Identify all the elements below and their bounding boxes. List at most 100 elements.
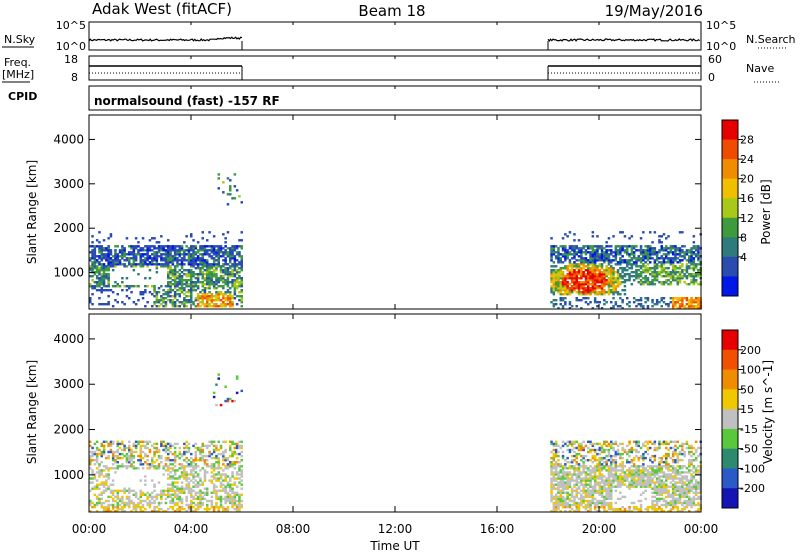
velocity-cell	[683, 489, 686, 492]
power-cell	[208, 269, 211, 272]
power-cell	[217, 253, 220, 256]
power-cell	[596, 257, 599, 260]
velocity-cell	[637, 467, 640, 470]
power-cell	[169, 277, 172, 280]
power-cell	[610, 281, 613, 284]
velocity-cell	[233, 442, 237, 446]
power-cell	[644, 255, 647, 258]
velocity-cell	[632, 459, 636, 462]
velocity-cell	[577, 497, 581, 501]
power-cell	[176, 259, 179, 262]
velocity-cell	[671, 477, 675, 480]
power-cell	[568, 231, 572, 234]
power-cell	[157, 241, 161, 244]
power-cell	[692, 269, 696, 272]
power-cell	[575, 247, 578, 250]
velocity-cell	[630, 446, 634, 450]
velocity-cell	[167, 487, 170, 490]
power-cell	[128, 297, 131, 300]
power-cell	[153, 301, 156, 304]
power-cell	[692, 299, 696, 302]
velocity-cell	[89, 499, 92, 503]
velocity-cell	[603, 483, 606, 486]
power-cell	[114, 265, 117, 268]
power-cell	[552, 249, 556, 252]
power-cell	[570, 287, 574, 290]
velocity-cell	[229, 444, 232, 448]
velocity-cell	[671, 507, 675, 511]
velocity-cell	[153, 507, 156, 511]
velocity-cell	[669, 477, 673, 480]
velocity-cell	[632, 485, 636, 488]
power-cell	[635, 263, 638, 266]
velocity-cell	[153, 465, 156, 468]
velocity-cell	[183, 489, 186, 492]
velocity-cell	[196, 505, 200, 509]
power-cell	[238, 281, 241, 284]
power-cell	[118, 261, 122, 264]
power-cell	[564, 245, 567, 248]
power-cell	[180, 265, 184, 268]
velocity-cell	[180, 489, 184, 492]
power-cell	[607, 261, 611, 264]
power-cell	[630, 263, 634, 266]
power-cell	[125, 289, 129, 292]
power-cell	[605, 271, 608, 274]
power-cell	[603, 289, 606, 292]
power-cell	[238, 271, 241, 274]
power-cell	[591, 277, 595, 280]
power-cell	[151, 261, 154, 264]
velocity-cell	[219, 475, 223, 478]
power-cell	[683, 255, 686, 258]
velocity-cell	[164, 448, 168, 452]
power-cell	[164, 249, 168, 252]
velocity-cell	[208, 465, 211, 468]
velocity-cell	[570, 503, 574, 507]
velocity-cell	[118, 456, 122, 460]
power-cell	[206, 279, 209, 282]
velocity-cell	[151, 491, 154, 494]
velocity-cell	[141, 463, 145, 466]
power-cell	[114, 285, 117, 288]
velocity-cell	[612, 459, 615, 462]
velocity-cell	[614, 452, 618, 456]
velocity-cell	[100, 493, 103, 496]
power-cell	[199, 261, 202, 264]
power-cell	[229, 255, 232, 258]
power-cell	[612, 297, 615, 300]
velocity-cell	[139, 493, 142, 496]
velocity-cell	[610, 485, 613, 488]
velocity-cell	[203, 459, 207, 462]
velocity-cell	[89, 501, 92, 505]
power-cell	[155, 293, 159, 296]
power-cell	[121, 263, 124, 266]
power-cell	[628, 253, 631, 256]
velocity-cell	[580, 493, 583, 496]
power-cell	[662, 247, 666, 250]
velocity-cell	[619, 497, 622, 501]
velocity-cell	[575, 481, 578, 484]
power-cell	[215, 293, 218, 296]
power-cell	[146, 247, 149, 250]
power-cell	[219, 255, 223, 258]
power-cell	[564, 257, 567, 260]
velocity-cell	[116, 497, 119, 501]
velocity-cell	[660, 481, 663, 484]
power-cell	[105, 303, 108, 306]
velocity-cell	[105, 489, 108, 492]
velocity-cell	[635, 479, 638, 482]
power-cell	[637, 259, 640, 262]
power-cell	[616, 293, 620, 296]
velocity-cell	[655, 469, 659, 472]
velocity-cell	[240, 473, 243, 476]
velocity-cell	[566, 479, 569, 482]
power-cell	[589, 269, 592, 272]
power-cell	[155, 247, 159, 250]
velocity-cell	[206, 493, 209, 496]
power-cell	[577, 267, 581, 270]
velocity-cell	[614, 459, 618, 462]
velocity-cell	[587, 505, 590, 509]
power-cell	[118, 259, 122, 262]
power-cell	[582, 293, 585, 296]
power-cell	[646, 271, 650, 274]
